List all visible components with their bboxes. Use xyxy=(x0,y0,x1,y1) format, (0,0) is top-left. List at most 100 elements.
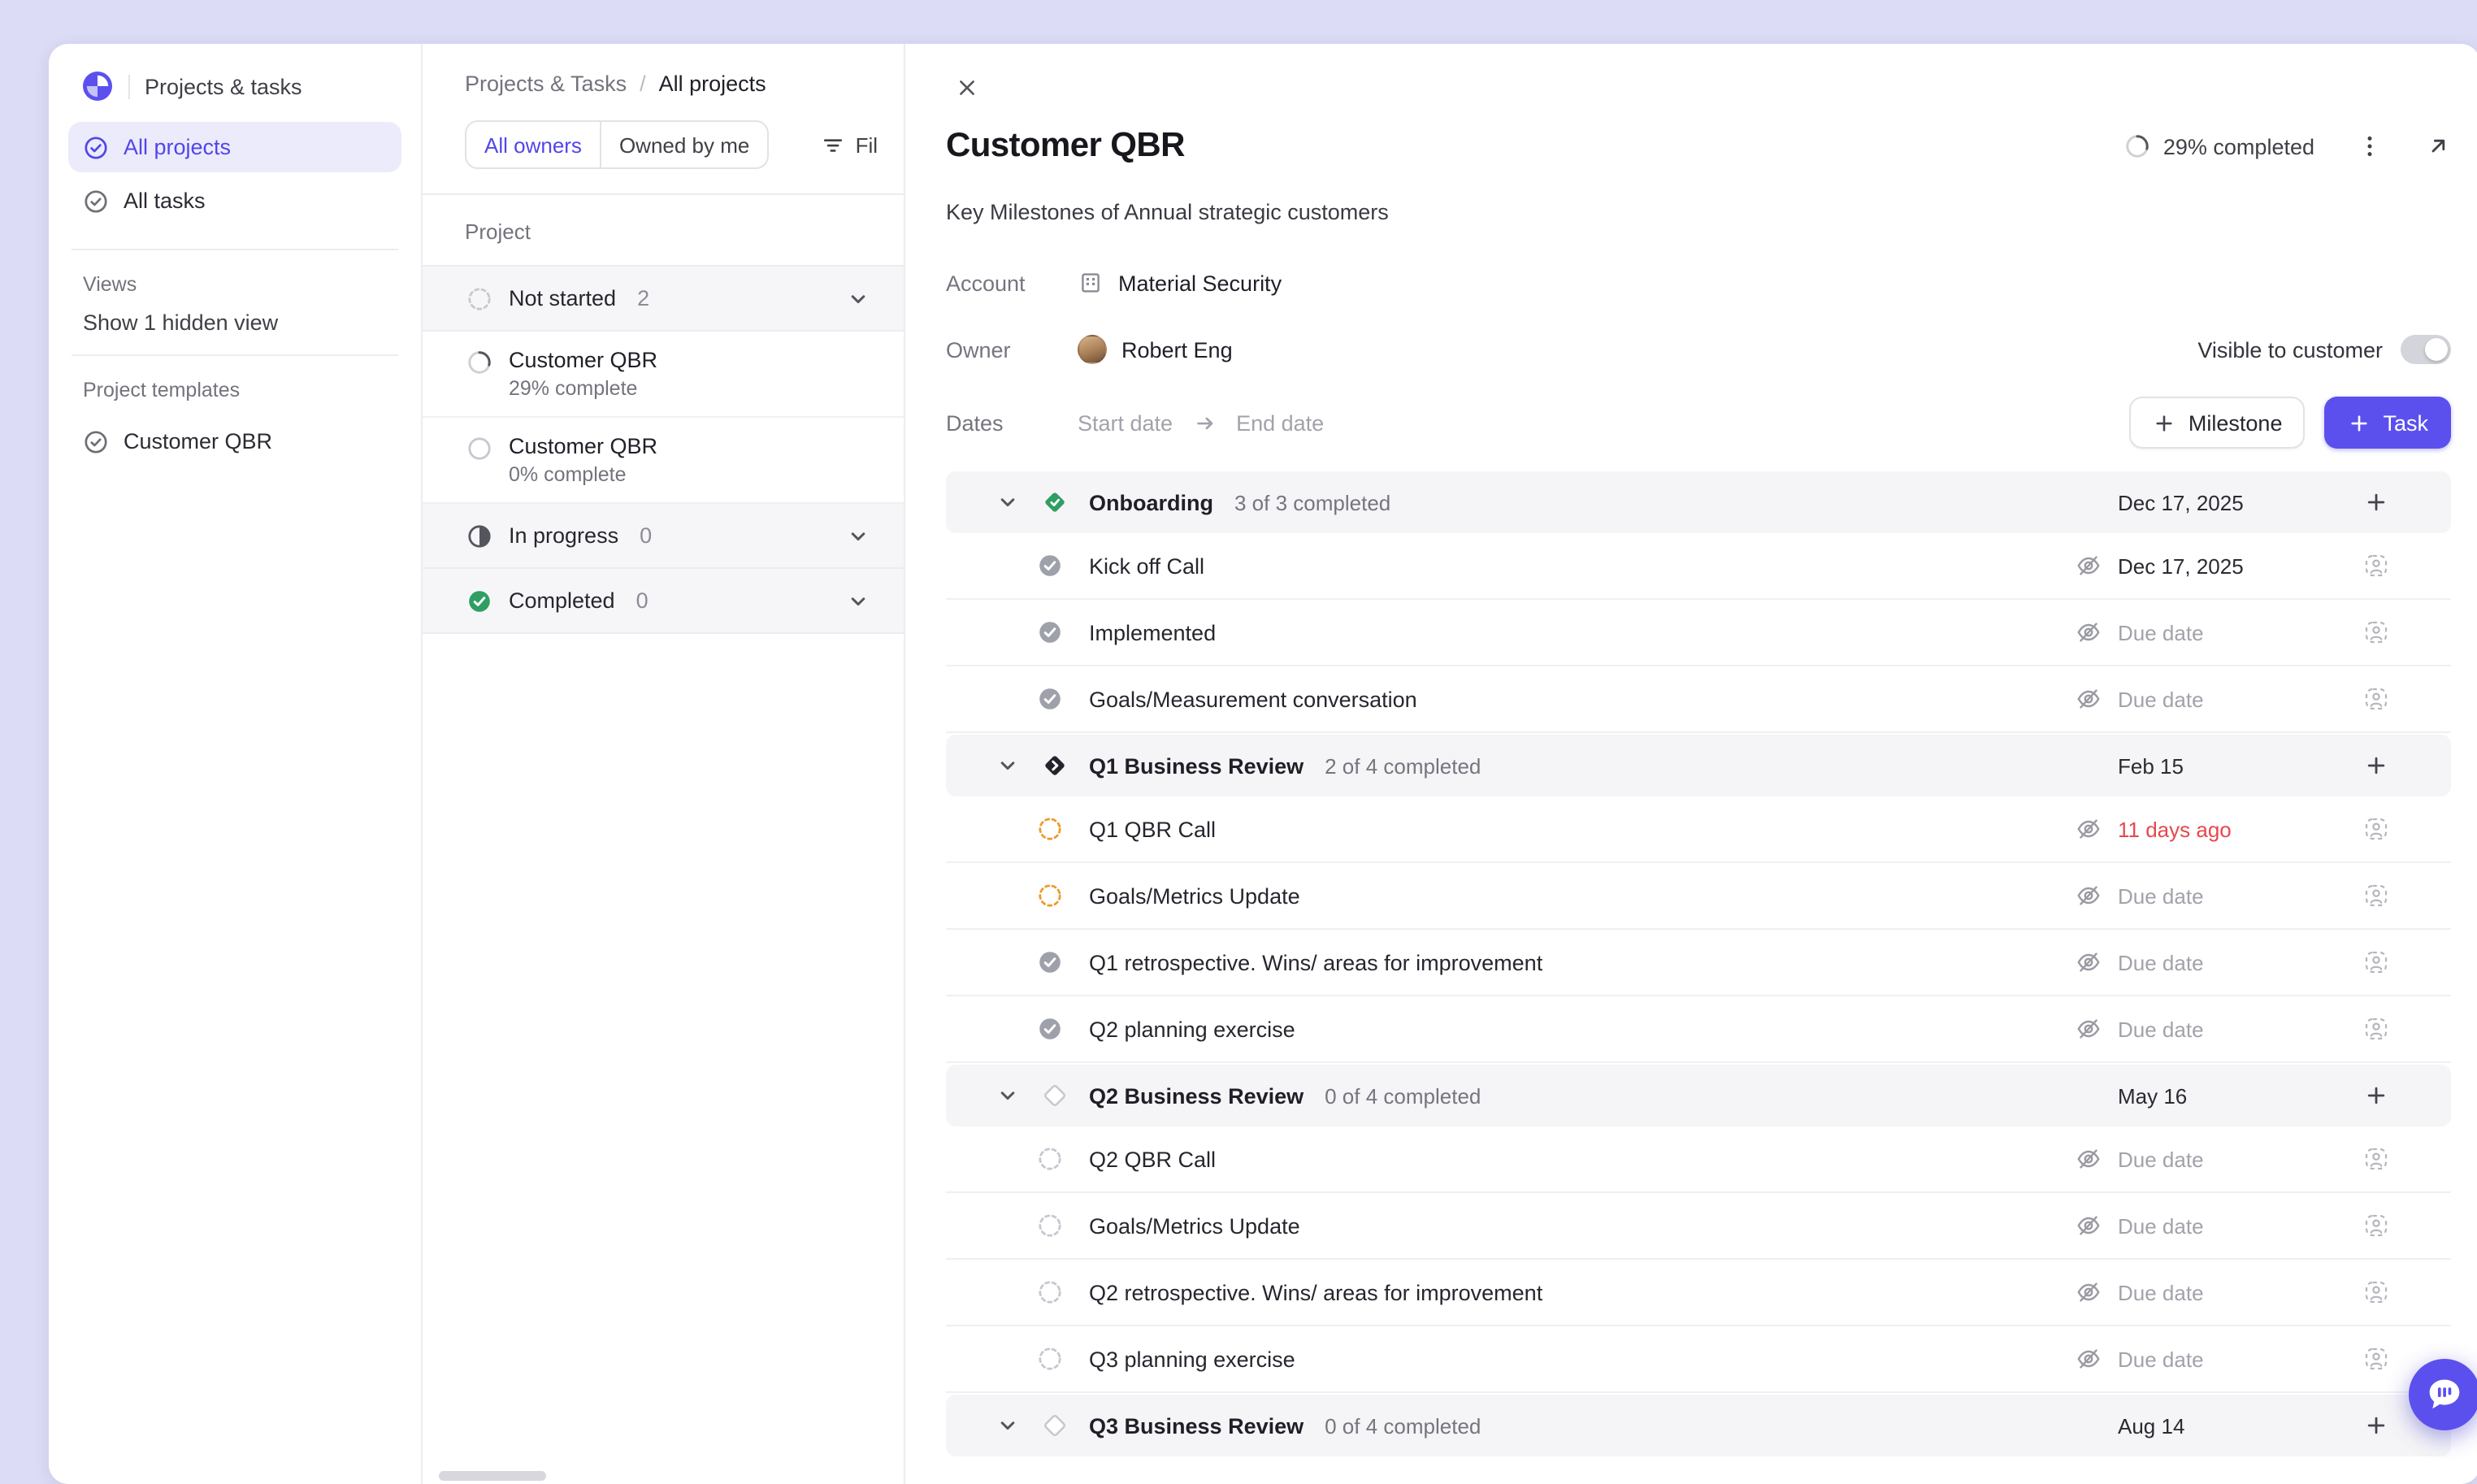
end-date-input[interactable]: End date xyxy=(1236,410,1325,435)
visible-to-customer-toggle[interactable] xyxy=(2401,335,2451,364)
tab-owned-by-me[interactable]: Owned by me xyxy=(599,122,767,167)
assignee-placeholder-icon[interactable] xyxy=(2363,1346,2389,1372)
task-not-started-icon[interactable] xyxy=(1037,1346,1063,1372)
task-due-date[interactable]: Due date xyxy=(2118,1147,2204,1171)
chevron-down-icon[interactable] xyxy=(845,588,871,614)
task-due-date[interactable]: Due date xyxy=(2118,1280,2204,1304)
assignee-placeholder-icon[interactable] xyxy=(2363,686,2389,712)
hidden-from-customer-icon[interactable] xyxy=(2076,1213,2102,1239)
chevron-down-icon[interactable] xyxy=(995,1083,1021,1109)
start-date-input[interactable]: Start date xyxy=(1078,410,1173,435)
group-row-not-started[interactable]: Not started 2 xyxy=(423,267,904,332)
task-due-date[interactable]: Due date xyxy=(2118,620,2204,644)
milestone-row[interactable]: Q1 Business Review 2 of 4 completed Feb … xyxy=(946,735,2451,796)
project-list-item[interactable]: Customer QBR 0% complete xyxy=(423,418,904,504)
hidden-from-customer-icon[interactable] xyxy=(2076,686,2102,712)
add-milestone-button[interactable]: Milestone xyxy=(2129,397,2306,449)
task-not-started-icon[interactable] xyxy=(1037,1213,1063,1239)
task-row[interactable]: Goals/Metrics Update Due date xyxy=(946,1193,2451,1260)
chevron-down-icon[interactable] xyxy=(995,489,1021,515)
task-in-progress-icon[interactable] xyxy=(1037,883,1063,909)
account-value[interactable]: Material Security xyxy=(1078,270,1282,296)
task-not-started-icon[interactable] xyxy=(1037,1146,1063,1172)
sidebar-item-all-tasks[interactable]: All tasks xyxy=(68,176,401,226)
task-not-started-icon[interactable] xyxy=(1037,1279,1063,1305)
add-task-icon[interactable] xyxy=(2363,1412,2389,1438)
assignee-placeholder-icon[interactable] xyxy=(2363,1146,2389,1172)
milestone-date[interactable]: Feb 15 xyxy=(2118,753,2184,778)
task-due-date[interactable]: 11 days ago xyxy=(2118,817,2232,841)
chevron-down-icon[interactable] xyxy=(995,753,1021,779)
task-completed-icon[interactable] xyxy=(1037,619,1063,645)
assignee-placeholder-icon[interactable] xyxy=(2363,949,2389,975)
app-window: Projects & tasks All projects All tasks … xyxy=(49,44,2477,1484)
task-row[interactable]: Q3 planning exercise Due date xyxy=(946,1326,2451,1393)
task-due-date[interactable]: Due date xyxy=(2118,1347,2204,1371)
assignee-placeholder-icon[interactable] xyxy=(2363,1279,2389,1305)
assignee-placeholder-icon[interactable] xyxy=(2363,883,2389,909)
horizontal-scrollbar[interactable] xyxy=(439,1471,546,1481)
task-completed-icon[interactable] xyxy=(1037,553,1063,579)
task-row[interactable]: Q1 retrospective. Wins/ areas for improv… xyxy=(946,930,2451,996)
assignee-placeholder-icon[interactable] xyxy=(2363,1213,2389,1239)
group-row-in-progress[interactable]: In progress 0 xyxy=(423,504,904,569)
task-due-date[interactable]: Due date xyxy=(2118,1213,2204,1238)
chevron-down-icon[interactable] xyxy=(845,285,871,311)
task-completed-icon[interactable] xyxy=(1037,686,1063,712)
milestone-row[interactable]: Onboarding 3 of 3 completed Dec 17, 2025 xyxy=(946,471,2451,533)
task-due-date[interactable]: Due date xyxy=(2118,950,2204,974)
hidden-from-customer-icon[interactable] xyxy=(2076,619,2102,645)
chevron-down-icon[interactable] xyxy=(995,1412,1021,1438)
task-due-date[interactable]: Due date xyxy=(2118,883,2204,908)
milestone-date[interactable]: Aug 14 xyxy=(2118,1413,2185,1438)
task-row[interactable]: Q2 retrospective. Wins/ areas for improv… xyxy=(946,1260,2451,1326)
assignee-placeholder-icon[interactable] xyxy=(2363,816,2389,842)
owner-value[interactable]: Robert Eng xyxy=(1078,335,1233,364)
task-row[interactable]: Q2 QBR Call Due date xyxy=(946,1126,2451,1193)
project-list-item[interactable]: Customer QBR 29% complete xyxy=(423,332,904,418)
task-due-date[interactable]: Due date xyxy=(2118,687,2204,711)
add-task-button[interactable]: Task xyxy=(2324,397,2451,449)
add-task-icon[interactable] xyxy=(2363,489,2389,515)
group-row-completed[interactable]: Completed 0 xyxy=(423,569,904,634)
task-row[interactable]: Q2 planning exercise Due date xyxy=(946,996,2451,1063)
tab-all-owners[interactable]: All owners xyxy=(484,132,582,157)
task-row[interactable]: Goals/Measurement conversation Due date xyxy=(946,666,2451,733)
milestone-row[interactable]: Q3 Business Review 0 of 4 completed Aug … xyxy=(946,1395,2451,1456)
task-completed-icon[interactable] xyxy=(1037,949,1063,975)
hidden-from-customer-icon[interactable] xyxy=(2076,883,2102,909)
hidden-from-customer-icon[interactable] xyxy=(2076,1346,2102,1372)
hidden-from-customer-icon[interactable] xyxy=(2076,553,2102,579)
task-row[interactable]: Goals/Metrics Update Due date xyxy=(946,863,2451,930)
expand-icon[interactable] xyxy=(2425,133,2451,159)
filter-button[interactable]: Fil xyxy=(822,132,878,157)
hidden-from-customer-icon[interactable] xyxy=(2076,1016,2102,1042)
task-due-date[interactable]: Dec 17, 2025 xyxy=(2118,553,2244,578)
task-row[interactable]: Implemented Due date xyxy=(946,600,2451,666)
more-options-icon[interactable] xyxy=(2357,133,2383,159)
sidebar-item-all-projects[interactable]: All projects xyxy=(68,122,401,172)
assignee-placeholder-icon[interactable] xyxy=(2363,553,2389,579)
task-row[interactable]: Q1 QBR Call 11 days ago xyxy=(946,796,2451,863)
milestone-row[interactable]: Q2 Business Review 0 of 4 completed May … xyxy=(946,1065,2451,1126)
show-hidden-views-link[interactable]: Show 1 hidden view xyxy=(83,310,279,335)
assignee-placeholder-icon[interactable] xyxy=(2363,619,2389,645)
milestone-date[interactable]: May 16 xyxy=(2118,1083,2188,1108)
breadcrumb-root[interactable]: Projects & Tasks xyxy=(465,72,627,96)
hidden-from-customer-icon[interactable] xyxy=(2076,1279,2102,1305)
hidden-from-customer-icon[interactable] xyxy=(2076,949,2102,975)
hidden-from-customer-icon[interactable] xyxy=(2076,816,2102,842)
task-due-date[interactable]: Due date xyxy=(2118,1017,2204,1041)
assignee-placeholder-icon[interactable] xyxy=(2363,1016,2389,1042)
chat-widget-button[interactable] xyxy=(2409,1359,2477,1430)
sidebar-template-customer-qbr[interactable]: Customer QBR xyxy=(68,416,401,466)
chevron-down-icon[interactable] xyxy=(845,523,871,549)
close-icon[interactable] xyxy=(954,75,980,101)
task-in-progress-icon[interactable] xyxy=(1037,816,1063,842)
add-task-icon[interactable] xyxy=(2363,753,2389,779)
add-task-icon[interactable] xyxy=(2363,1083,2389,1109)
hidden-from-customer-icon[interactable] xyxy=(2076,1146,2102,1172)
task-completed-icon[interactable] xyxy=(1037,1016,1063,1042)
milestone-date[interactable]: Dec 17, 2025 xyxy=(2118,490,2244,514)
task-row[interactable]: Kick off Call Dec 17, 2025 xyxy=(946,533,2451,600)
